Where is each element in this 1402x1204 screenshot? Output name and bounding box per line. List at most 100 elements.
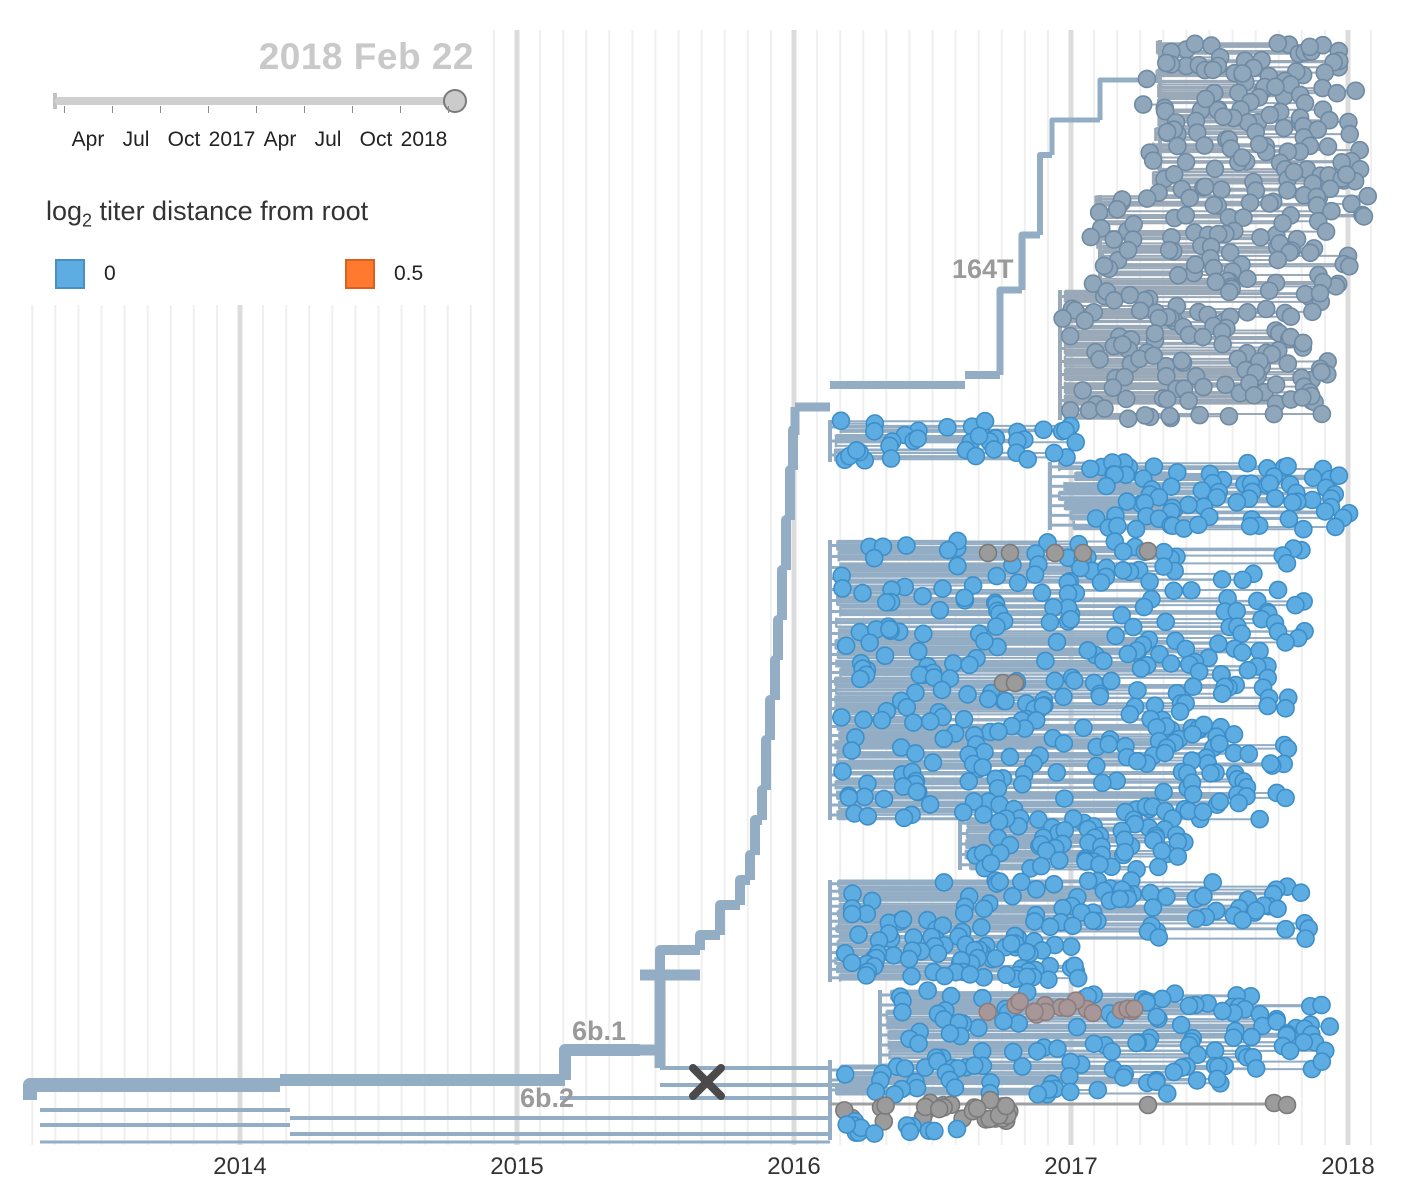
tip-node[interactable]: [1133, 95, 1153, 114]
tip-node[interactable]: [1194, 886, 1213, 906]
tip-node[interactable]: [1088, 1080, 1108, 1100]
tip-node[interactable]: [953, 802, 973, 822]
tip-node[interactable]: [836, 636, 856, 656]
tip-node[interactable]: [1067, 1017, 1087, 1037]
tip-node[interactable]: [1286, 595, 1305, 615]
tip-node[interactable]: [877, 592, 896, 612]
tip-node[interactable]: [839, 788, 859, 807]
tip-node[interactable]: [1238, 660, 1258, 680]
legend-swatch-0-5[interactable]: [345, 259, 375, 289]
tip-node[interactable]: [850, 669, 870, 689]
tip-node[interactable]: [980, 1090, 1000, 1110]
tip-node[interactable]: [906, 744, 925, 763]
tip-node[interactable]: [1135, 406, 1155, 425]
tip-node[interactable]: [1284, 162, 1304, 182]
tip-node[interactable]: [1224, 725, 1244, 744]
tip-node[interactable]: [1340, 256, 1359, 276]
tip-node[interactable]: [1296, 929, 1315, 948]
tip-node[interactable]: [1194, 377, 1213, 397]
tip-node[interactable]: [1147, 1007, 1167, 1027]
tip-node[interactable]: [1032, 583, 1052, 603]
tip-node[interactable]: [1316, 222, 1336, 241]
tip-node[interactable]: [881, 449, 901, 468]
tip-node[interactable]: [1120, 705, 1140, 724]
tip-node[interactable]: [918, 981, 938, 1000]
tip-node[interactable]: [1212, 180, 1231, 200]
tip-node[interactable]: [1005, 673, 1025, 693]
tip-node[interactable]: [906, 683, 925, 703]
tip-node[interactable]: [1090, 350, 1109, 369]
tip-node[interactable]: [1210, 734, 1229, 753]
tip-node[interactable]: [1027, 1041, 1047, 1061]
tip-node[interactable]: [1246, 1059, 1266, 1078]
tip-node[interactable]: [1193, 327, 1213, 347]
tip-node[interactable]: [875, 646, 895, 666]
tip-node[interactable]: [967, 1099, 987, 1118]
date-slider-handle[interactable]: [443, 89, 467, 113]
tip-node[interactable]: [1250, 809, 1269, 829]
tip-node[interactable]: [1303, 302, 1322, 322]
tip-node[interactable]: [996, 691, 1015, 711]
tip-node[interactable]: [1205, 1041, 1225, 1060]
tip-node[interactable]: [842, 741, 861, 760]
tip-node[interactable]: [1310, 283, 1330, 303]
tip-node[interactable]: [1246, 901, 1266, 920]
tip-node[interactable]: [1293, 388, 1312, 407]
tip-node[interactable]: [902, 966, 921, 986]
tip-node[interactable]: [1277, 554, 1297, 573]
tip-node[interactable]: [1145, 324, 1165, 343]
tip-node[interactable]: [1212, 570, 1232, 589]
tip-node[interactable]: [1025, 912, 1044, 931]
tip-node[interactable]: [1146, 1072, 1166, 1092]
tip-node[interactable]: [1113, 542, 1133, 561]
tip-node[interactable]: [1278, 354, 1298, 373]
tip-node[interactable]: [1106, 626, 1125, 646]
tip-node[interactable]: [1157, 389, 1177, 409]
tip-node[interactable]: [1149, 928, 1169, 947]
tip-node[interactable]: [1168, 265, 1188, 285]
tip-node[interactable]: [900, 1122, 920, 1142]
tip-node[interactable]: [1086, 509, 1106, 528]
tip-node[interactable]: [1089, 203, 1109, 222]
tip-node[interactable]: [832, 708, 851, 727]
tip-node[interactable]: [973, 758, 992, 777]
tip-node[interactable]: [1143, 898, 1163, 917]
tip-node[interactable]: [1104, 230, 1124, 249]
tip-node[interactable]: [1123, 617, 1143, 637]
tip-node[interactable]: [1354, 207, 1374, 226]
tip-node[interactable]: [1283, 493, 1302, 512]
tip-node[interactable]: [978, 543, 998, 563]
tip-node[interactable]: [959, 772, 979, 791]
tip-node[interactable]: [1168, 847, 1188, 866]
tip-node[interactable]: [1204, 195, 1224, 215]
tip-node[interactable]: [1206, 272, 1226, 292]
tip-node[interactable]: [1131, 659, 1151, 678]
tip-node[interactable]: [945, 1078, 965, 1098]
tip-node[interactable]: [1183, 725, 1202, 744]
tip-node[interactable]: [1240, 516, 1260, 536]
tip-node[interactable]: [1274, 118, 1294, 138]
tip-node[interactable]: [1079, 401, 1099, 420]
tip-node[interactable]: [1138, 1095, 1158, 1115]
tip-node[interactable]: [1001, 934, 1021, 953]
tip-node[interactable]: [831, 411, 851, 431]
tip-node[interactable]: [1207, 488, 1227, 507]
tip-node[interactable]: [1203, 873, 1222, 892]
tip-node[interactable]: [1157, 367, 1176, 386]
tip-node[interactable]: [1156, 612, 1176, 632]
tip-node[interactable]: [907, 1078, 927, 1098]
tip-node[interactable]: [1294, 1032, 1314, 1052]
tip-node[interactable]: [1065, 671, 1084, 690]
tip-node[interactable]: [989, 812, 1009, 832]
tip-node[interactable]: [1113, 335, 1132, 354]
tip-node[interactable]: [1293, 333, 1313, 353]
tip-node[interactable]: [1268, 250, 1288, 270]
tip-node[interactable]: [1090, 687, 1110, 706]
tip-node[interactable]: [1224, 1028, 1243, 1047]
tip-node[interactable]: [1279, 509, 1299, 529]
tip-node[interactable]: [1190, 405, 1209, 425]
tip-node[interactable]: [1233, 910, 1252, 930]
tip-node[interactable]: [1265, 488, 1285, 508]
date-slider-track[interactable]: [55, 97, 455, 105]
tip-node[interactable]: [897, 698, 917, 717]
